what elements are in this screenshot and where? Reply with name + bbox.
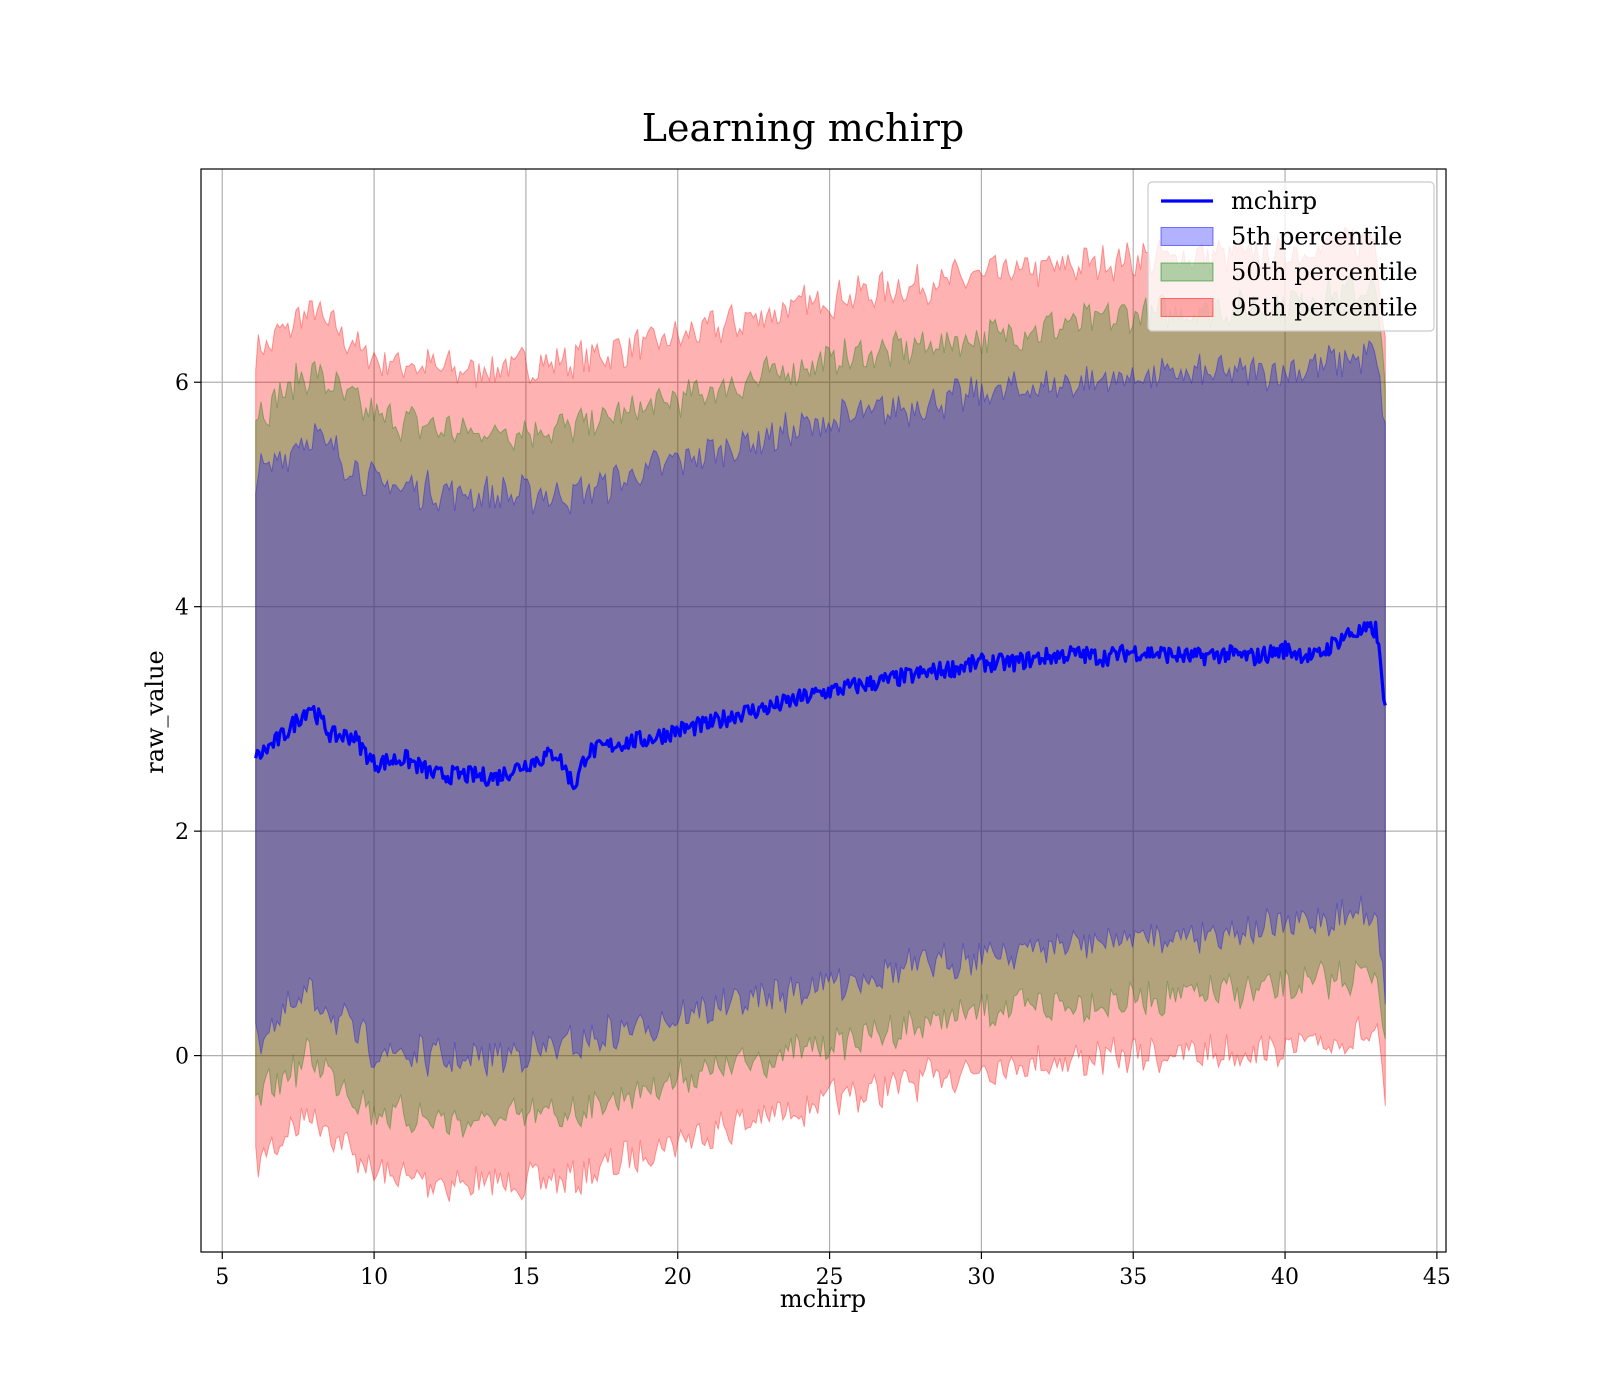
grid [201, 169, 1446, 1252]
y-axis-label: raw_value [141, 650, 169, 774]
legend-swatch-band [1160, 262, 1214, 282]
legend-swatch-band [1160, 298, 1214, 317]
axis-ticks: 5 10 15 20 25 30 35 40 45 0 2 4 6 [175, 371, 1451, 1290]
x-tick-label: 15 [512, 1265, 540, 1290]
legend-label: 50th percentile [1231, 258, 1418, 286]
band-50th-percentile [255, 270, 1386, 1138]
x-tick-label: 10 [360, 1265, 388, 1290]
x-tick-label: 45 [1423, 1265, 1451, 1290]
legend-label: 95th percentile [1231, 294, 1418, 322]
legend-label: 5th percentile [1231, 223, 1402, 251]
y-tick-label: 0 [175, 1045, 189, 1070]
y-tick-label: 4 [175, 596, 189, 621]
x-axis-label: mchirp [780, 1285, 866, 1313]
legend-swatch-band [1160, 227, 1214, 246]
y-tick-label: 6 [175, 371, 189, 396]
series-line-mchirp [254, 620, 1387, 791]
band-5th-percentile [255, 339, 1386, 1077]
chart-title: Learning mchirp [642, 106, 964, 150]
legend-box [1147, 181, 1435, 332]
x-tick-label: 30 [967, 1265, 995, 1290]
x-tick-label: 40 [1271, 1265, 1299, 1290]
x-tick-label: 35 [1119, 1265, 1147, 1290]
band-95th-percentile [255, 226, 1386, 1202]
y-tick-label: 2 [175, 820, 189, 845]
plot-frame [200, 168, 1447, 1253]
percentile-bands [255, 226, 1386, 1202]
x-tick-label: 5 [215, 1265, 229, 1290]
series-lines [254, 620, 1387, 791]
x-tick-label: 25 [816, 1265, 844, 1290]
x-tick-label: 20 [664, 1265, 692, 1290]
legend: mchirp 5th percentile 50th percentile 95th … [1147, 181, 1435, 332]
legend-label: mchirp [1231, 187, 1317, 215]
